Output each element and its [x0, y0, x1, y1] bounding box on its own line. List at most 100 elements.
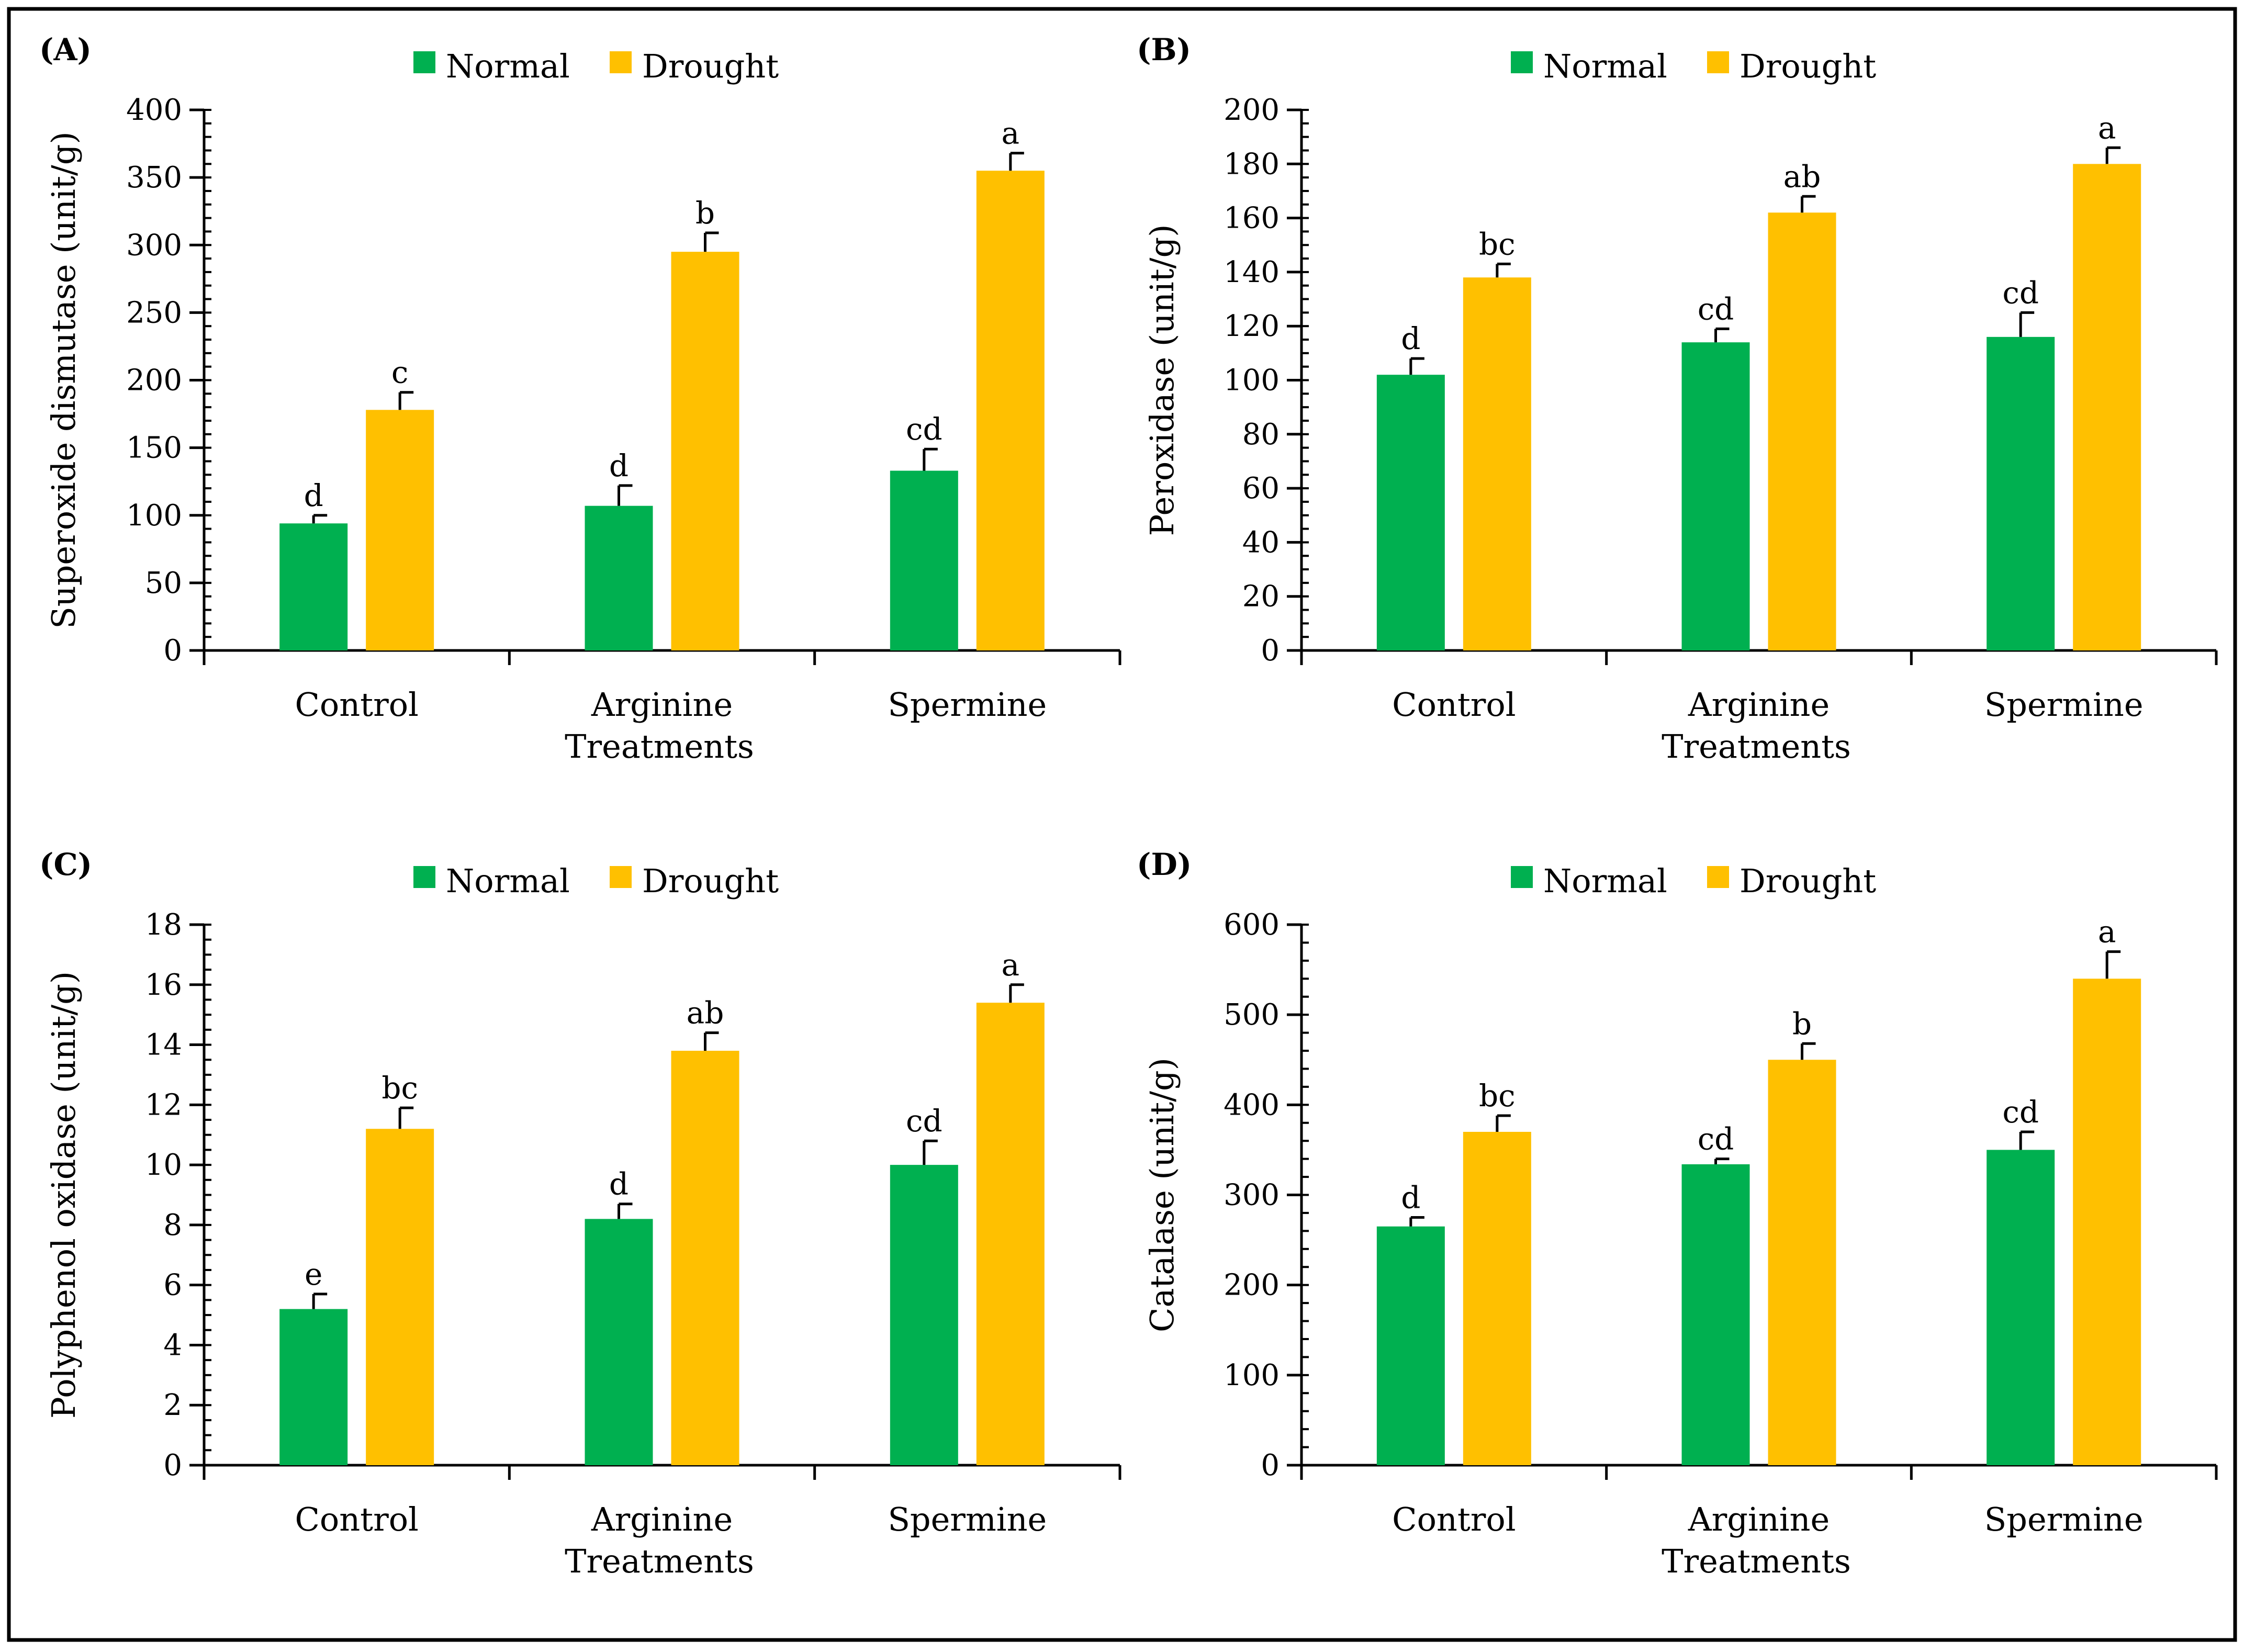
legend-swatch-drought: [1707, 51, 1729, 73]
y-tick-label: 250: [126, 296, 182, 330]
chart-panel-a: (A) Normal Drought 0 50 100 150 200 250 300 350 400…: [39, 32, 1121, 766]
y-tick-label: 150: [126, 431, 182, 465]
y-tick-label: 0: [163, 1448, 182, 1482]
significance-letter: a: [2098, 914, 2116, 950]
y-tick-label: 14: [145, 1028, 182, 1062]
y-tick-label: 4: [163, 1328, 182, 1362]
bar-drought-arginine: [671, 1051, 739, 1465]
bar-normal-control: [1376, 375, 1445, 650]
significance-letter: bc: [1479, 226, 1516, 262]
chart-panel-c: (C) Normal Drought 0 2 4 6 8 10 12 14 16 18 Control e b…: [39, 847, 1121, 1580]
y-axis-title: Polyphenol oxidase (unit/g): [44, 971, 83, 1419]
significance-letter: d: [1401, 1180, 1420, 1216]
y-tick-label: 40: [1242, 525, 1280, 559]
legend-label-drought: Drought: [1740, 47, 1876, 85]
y-tick-label: 400: [126, 93, 182, 127]
significance-letter: cd: [906, 1103, 943, 1139]
y-tick-label: 200: [1224, 1268, 1280, 1302]
bar-drought-arginine: [1768, 212, 1836, 650]
y-tick-label: 180: [1224, 147, 1280, 181]
y-tick-label: 100: [1224, 1358, 1280, 1392]
bar-normal-spermine: [890, 470, 958, 650]
y-tick-label: 20: [1242, 580, 1280, 614]
bar-normal-arginine: [1681, 342, 1750, 650]
x-category-label: Arginine: [1688, 685, 1830, 724]
legend-label-normal: Normal: [446, 862, 570, 900]
y-tick-label: 140: [1224, 255, 1280, 289]
y-tick-label: 60: [1242, 471, 1280, 505]
y-tick-label: 100: [1224, 364, 1280, 398]
significance-letter: bc: [1479, 1078, 1516, 1114]
bar-drought-control: [366, 410, 434, 650]
significance-letter: d: [1401, 321, 1420, 356]
legend-swatch-normal: [413, 866, 435, 888]
panels: (A) Normal Drought 0 50 100 150 200 250 300 350 400…: [39, 32, 2218, 1580]
x-category-label: Spermine: [888, 685, 1047, 724]
x-category-label: Control: [295, 1500, 418, 1538]
legend: Normal Drought: [1511, 47, 1876, 85]
bar-normal-control: [279, 1309, 348, 1465]
y-tick-label: 80: [1242, 418, 1280, 452]
significance-letter: cd: [2002, 1094, 2039, 1130]
legend-label-normal: Normal: [1543, 47, 1667, 85]
y-tick-label: 50: [145, 566, 182, 600]
legend-swatch-normal: [413, 51, 435, 73]
y-axis-title: Catalase (unit/g): [1143, 1058, 1181, 1332]
chart-panel-d: (D) Normal Drought 0 100 200 300 400 500 600 Contr…: [1137, 847, 2218, 1580]
significance-letter: ab: [1783, 159, 1821, 194]
y-tick-label: 10: [145, 1148, 182, 1182]
legend-swatch-drought: [610, 51, 632, 73]
significance-letter: ab: [687, 995, 724, 1031]
y-tick-label: 18: [145, 908, 182, 942]
bar-normal-control: [279, 523, 348, 650]
bar-drought-spermine: [2073, 164, 2141, 650]
panel-label: (B): [1137, 32, 1191, 68]
legend-label-normal: Normal: [446, 47, 570, 85]
legend: Normal Drought: [413, 47, 779, 85]
y-tick-label: 300: [1224, 1178, 1280, 1212]
y-tick-label: 2: [163, 1388, 182, 1422]
significance-letter: cd: [1698, 291, 1734, 327]
x-axis-title: Treatments: [565, 727, 754, 766]
y-tick-label: 500: [1224, 998, 1280, 1032]
panel-label: (C): [39, 847, 92, 882]
bar-normal-arginine: [585, 1219, 653, 1465]
significance-letter: b: [695, 195, 715, 231]
x-category-label: Spermine: [1984, 1500, 2144, 1538]
legend-label-drought: Drought: [1740, 862, 1876, 900]
significance-letter: a: [1002, 116, 1020, 151]
significance-letter: bc: [382, 1070, 418, 1106]
x-category-label: Arginine: [591, 685, 733, 724]
significance-letter: a: [1002, 947, 1020, 983]
legend-label-drought: Drought: [642, 47, 779, 85]
bar-normal-arginine: [1681, 1164, 1750, 1465]
bar-normal-spermine: [1987, 1150, 2055, 1465]
x-category-label: Spermine: [1984, 685, 2144, 724]
x-category-label: Control: [295, 685, 418, 724]
y-tick-label: 300: [126, 228, 182, 262]
bar-drought-arginine: [671, 252, 739, 651]
bar-drought-spermine: [976, 171, 1045, 650]
significance-letter: e: [305, 1256, 322, 1292]
significance-letter: cd: [906, 411, 943, 447]
x-category-label: Arginine: [1688, 1500, 1830, 1538]
y-tick-label: 350: [126, 161, 182, 195]
legend-label-drought: Drought: [642, 862, 779, 900]
significance-letter: c: [391, 355, 408, 390]
x-category-label: Control: [1392, 685, 1516, 724]
bar-drought-control: [366, 1129, 434, 1465]
y-axis-title: Peroxidase (unit/g): [1143, 224, 1181, 536]
panel-label: (A): [39, 32, 92, 68]
x-category-label: Control: [1392, 1500, 1516, 1538]
legend: Normal Drought: [1511, 862, 1876, 900]
bar-normal-spermine: [1987, 336, 2055, 650]
significance-letter: d: [304, 478, 323, 513]
x-category-label: Arginine: [591, 1500, 733, 1538]
x-axis-title: Treatments: [1662, 1542, 1851, 1580]
bar-drought-arginine: [1768, 1060, 1836, 1465]
legend-swatch-normal: [1511, 866, 1533, 888]
legend-swatch-normal: [1511, 51, 1533, 73]
y-tick-label: 100: [126, 499, 182, 533]
y-tick-label: 600: [1224, 908, 1280, 942]
